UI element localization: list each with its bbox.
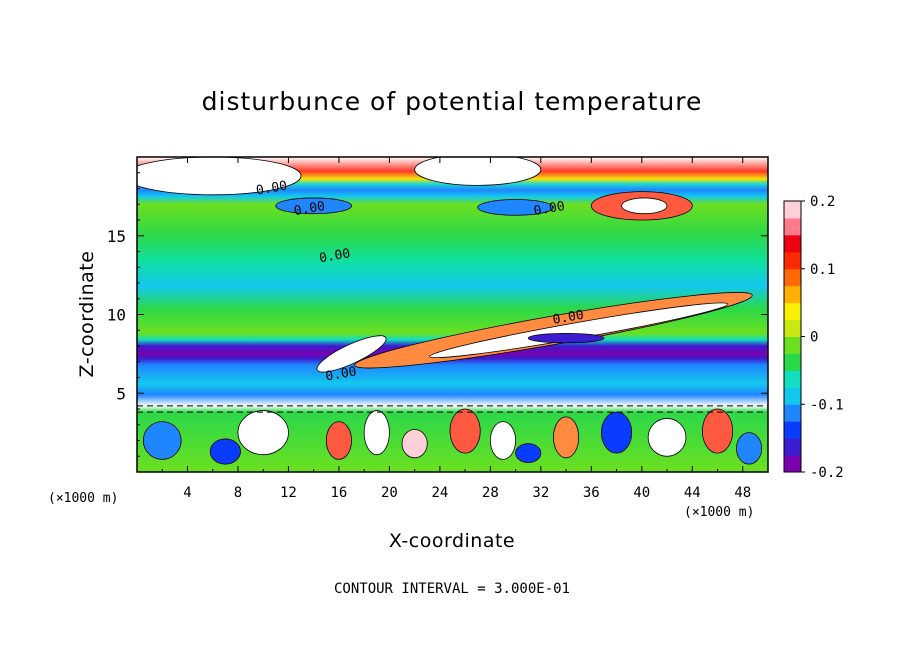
colorbar-swatch <box>784 387 801 405</box>
x-tick-label: 36 <box>583 485 600 501</box>
colorbar-swatch <box>784 285 801 304</box>
colorbar-swatch <box>784 251 801 270</box>
cold-cell-center <box>527 332 605 344</box>
turbulent-cell <box>553 416 580 459</box>
colorbar-swatch <box>784 201 801 219</box>
x-tick-label: 48 <box>734 485 751 501</box>
warm-anomaly-top-center <box>414 157 542 186</box>
x-tick-label: 44 <box>684 485 701 501</box>
x-tick-label: 32 <box>532 485 549 501</box>
warm-anomaly-top-left <box>137 157 302 196</box>
contour-label: 0.00 <box>255 179 288 199</box>
y-axis: 5 10 15 <box>107 172 768 457</box>
y-tick-label: 5 <box>116 384 126 403</box>
x-axis-label: X-coordinate <box>389 530 515 552</box>
warm-core-upper-right <box>621 197 668 215</box>
turbulent-cell <box>237 410 289 456</box>
turbulent-cell <box>736 432 763 465</box>
colorbar-swatch <box>784 217 801 236</box>
colorbar-swatch <box>784 455 801 473</box>
contour-label: 0.00 <box>324 364 357 384</box>
colorbar-tick-label: -0.1 <box>810 397 844 413</box>
x-tick-label: 20 <box>381 485 398 501</box>
cool-anomaly-upper-left <box>275 197 352 215</box>
turbulent-cell <box>449 408 481 454</box>
colorbar-swatch <box>784 302 801 321</box>
y-axis-label: Z-coordinate <box>76 251 98 378</box>
colorbar-swatch <box>784 234 801 253</box>
x-tick-label: 24 <box>431 485 448 501</box>
turbulent-cell <box>363 410 390 456</box>
colorbar-swatch <box>784 404 801 422</box>
turbulent-cell <box>209 438 241 465</box>
y-unit-label: (×1000 m) <box>48 491 118 506</box>
colorbar-tick-label: 0 <box>810 330 818 346</box>
colorbar <box>784 201 801 473</box>
colorbar-swatch <box>784 268 801 287</box>
colorbar-swatch <box>784 319 801 337</box>
y-tick-label: 15 <box>107 227 126 246</box>
turbulent-cell <box>701 408 734 454</box>
x-tick-label: 40 <box>633 485 650 501</box>
cool-anomaly-upper-center <box>477 199 554 216</box>
x-axis: 4 8 12 16 20 24 28 32 36 40 44 48 <box>161 157 751 501</box>
colorbar-swatch <box>784 336 801 354</box>
colorbar-ticks: 0.2 0.1 0 -0.1 -0.2 <box>801 194 844 481</box>
chart-title: disturbunce of potential temperature <box>202 87 703 116</box>
x-tick-label: 12 <box>280 485 297 501</box>
x-tick-label: 8 <box>234 485 242 501</box>
colorbar-tick-label: 0.1 <box>810 262 835 278</box>
contour-interval-note: CONTOUR INTERVAL = 3.000E-01 <box>334 581 570 597</box>
contour-label: 0.00 <box>318 246 351 266</box>
colorbar-tick-label: 0.2 <box>810 194 835 210</box>
colorbar-swatch <box>784 370 801 388</box>
turbulent-cell <box>142 421 182 460</box>
colorbar-tick-label: -0.2 <box>810 465 844 481</box>
x-tick-label: 28 <box>482 485 499 501</box>
colorbar-swatch <box>784 421 801 439</box>
x-unit-label: (×1000 m) <box>684 505 754 520</box>
contour-label: 0.00 <box>552 308 585 328</box>
y-tick-label: 10 <box>107 306 126 325</box>
contour-label: 0.00 <box>293 199 326 219</box>
colorbar-swatch <box>784 353 801 371</box>
x-tick-label: 16 <box>330 485 347 501</box>
turbulent-cell <box>601 411 633 454</box>
colorbar-swatch <box>784 438 801 456</box>
turbulent-cell <box>489 421 517 460</box>
turbulent-cell <box>401 429 428 459</box>
contour-label: 0.00 <box>533 199 566 219</box>
turbulent-cell <box>515 443 542 463</box>
x-tick-label: 4 <box>183 485 191 501</box>
plot-area: 0.000.000.000.000.000.00 <box>137 157 768 472</box>
turbulent-cell <box>325 421 352 460</box>
turbulent-cell <box>647 418 687 457</box>
field-features: 0.000.000.000.000.000.00 <box>137 157 768 465</box>
warm-plume-left <box>316 335 387 373</box>
